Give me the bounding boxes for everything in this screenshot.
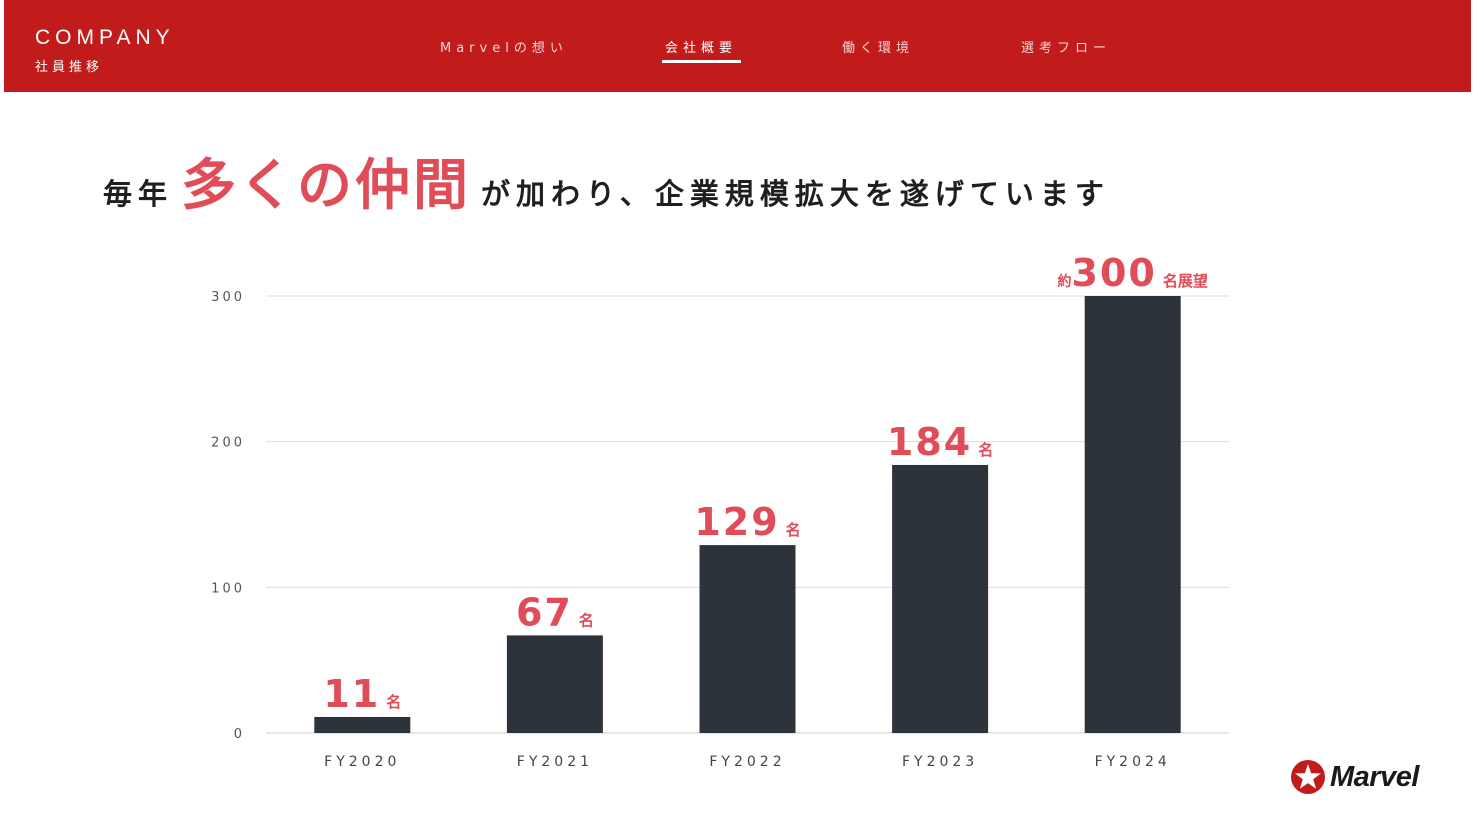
brand-title: COMPANY — [35, 26, 175, 49]
y-tick-label: 200 — [211, 436, 245, 451]
data-label: 129 名 — [694, 500, 800, 544]
x-tick-label: FY2024 — [1095, 754, 1171, 770]
nav-item-philosophy[interactable]: Marvelの想い — [440, 41, 568, 56]
data-label: 11 名 — [323, 672, 401, 716]
y-tick-label: 100 — [211, 581, 245, 596]
header-bar: COMPANY 社員推移 Marvelの想い 会社概要 働く環境 選考フロー — [4, 0, 1471, 92]
bar — [506, 635, 603, 733]
headline-suffix: が加わり、企業規模拡大を遂げています — [481, 177, 1110, 211]
bar — [1084, 296, 1181, 733]
nav-item-selection-flow[interactable]: 選考フロー — [1021, 41, 1112, 56]
brand-subtitle: 社員推移 — [35, 60, 104, 75]
data-label: 約300 名展望 — [1058, 251, 1208, 295]
logo-text: Marvel — [1330, 760, 1419, 793]
x-tick-label: FY2020 — [324, 754, 400, 770]
headline-emphasis: 多くの仲間 — [181, 153, 472, 217]
headline-prefix: 毎年 — [103, 177, 174, 211]
star-circle-icon — [1291, 760, 1325, 794]
nav-item-work-environment[interactable]: 働く環境 — [842, 41, 915, 56]
nav-active-indicator — [662, 60, 741, 63]
data-label: 67 名 — [516, 590, 594, 634]
x-tick-label: FY2021 — [517, 754, 593, 770]
x-tick-label: FY2022 — [709, 754, 785, 770]
page-headline: 毎年 多くの仲間 が加わり、企業規模拡大を遂げています — [103, 140, 1110, 217]
company-logo: Marvel — [1290, 758, 1419, 796]
data-label: 184 名 — [887, 420, 993, 464]
nav-item-company-overview[interactable]: 会社概要 — [665, 41, 738, 56]
bar — [314, 716, 411, 733]
x-tick-label: FY2023 — [902, 754, 978, 770]
y-tick-label: 0 — [234, 727, 245, 742]
bar — [699, 545, 796, 733]
y-tick-label: 300 — [211, 290, 245, 305]
bar — [892, 464, 989, 733]
